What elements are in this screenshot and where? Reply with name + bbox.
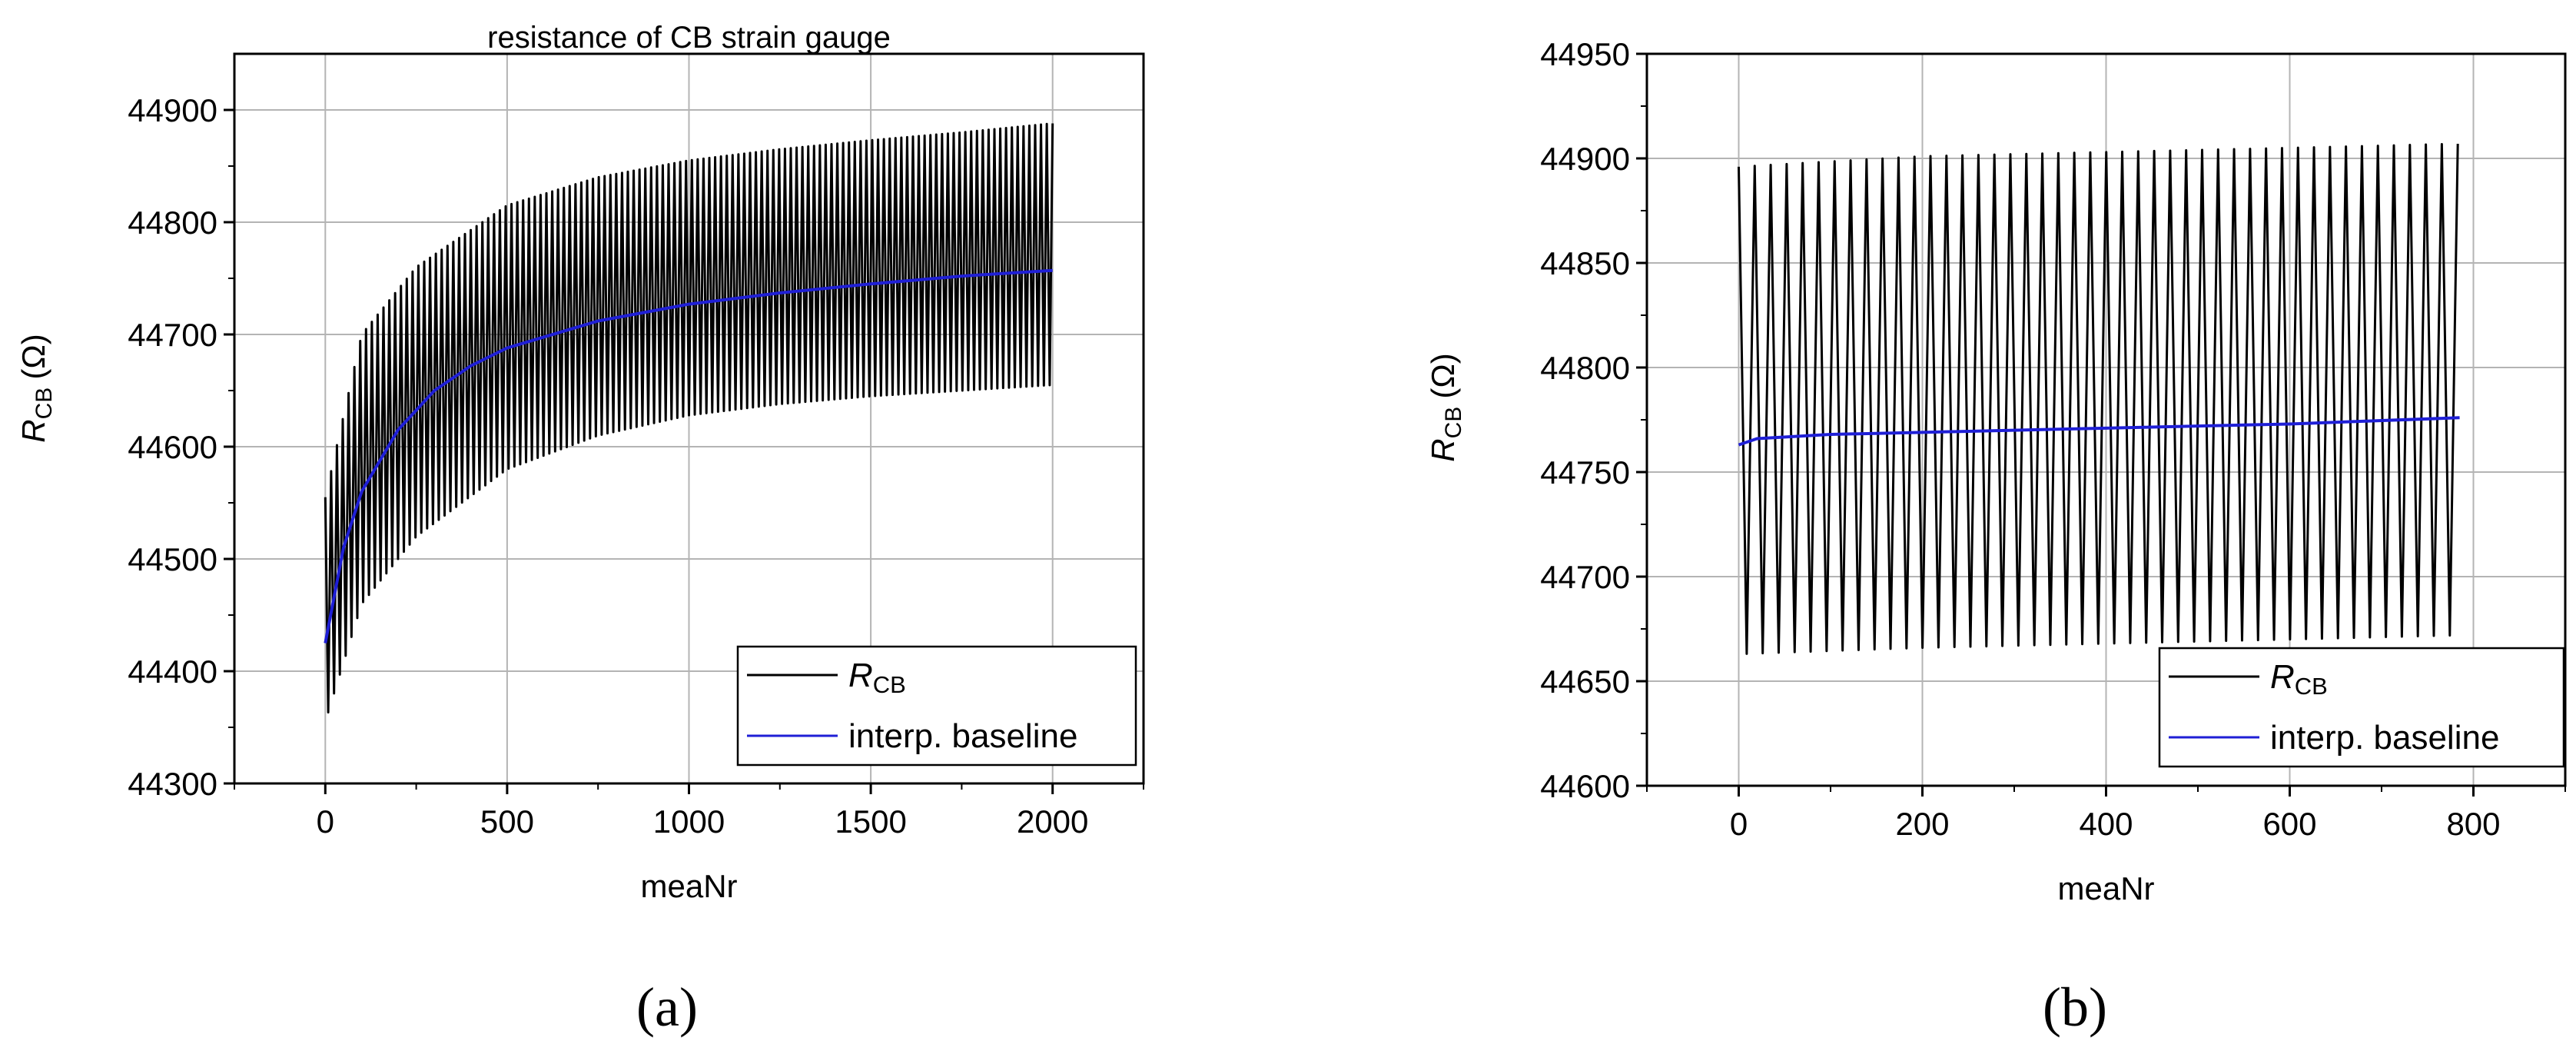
chart-a-legend-rcb-main: R (848, 657, 873, 694)
chart-a-legend-box (736, 645, 1137, 767)
chart-b-legend-label-baseline: interp. baseline (2270, 719, 2499, 757)
b-series-rcb-line (1738, 143, 2459, 655)
a-y-tick-label: 44400 (128, 654, 217, 690)
chart-a-y-axis-label-sub: CB (32, 387, 57, 420)
chart-b-x-axis-label: meaNr (2057, 870, 2154, 906)
b-y-tick-label: 44850 (1540, 245, 1630, 281)
b-y-tick-label: 44700 (1540, 559, 1630, 595)
chart-b-y-axis-label-sub: CB (1441, 407, 1466, 439)
chart-b-panel-label: (b) (2043, 976, 2107, 1038)
chart-a-y-axis-label-unit: (Ω) (15, 334, 51, 379)
b-y-tick-label: 44950 (1540, 36, 1630, 72)
chart-a-y-axis-label-main: R (15, 419, 51, 442)
chart-a-y-axis-label: RCB (Ω) (15, 334, 57, 442)
chart-a-title: resistance of CB strain gauge (487, 21, 891, 55)
chart-b: 0 200 400 600 800 44600 44650 44700 44750 44800 44… (1425, 36, 2567, 1038)
chart-b-y-axis-label-main: R (1425, 438, 1461, 461)
chart-a-ticks: 0 500 1000 1500 2000 44300 44400 44500 44600 4470… (128, 92, 1144, 840)
chart-b-legend-label-rcb: RCB (2270, 658, 2328, 700)
b-x-tick-label: 800 (2446, 806, 2500, 842)
b-y-tick-label: 44650 (1540, 664, 1630, 700)
chart-b-legend-box (2158, 647, 2565, 768)
a-y-tick-label: 44900 (128, 92, 217, 128)
chart-b-y-axis-label: RCB (Ω) (1425, 353, 1466, 461)
b-x-tick-label: 600 (2262, 806, 2316, 842)
a-series-rcb-line (324, 122, 1054, 713)
chart-a-series (324, 122, 1054, 713)
chart-a: 0 500 1000 1500 2000 44300 44400 44500 44600 4470… (15, 21, 1145, 1038)
a-x-tick-label: 1500 (835, 803, 906, 840)
a-x-tick-label: 500 (480, 803, 534, 840)
a-x-tick-label: 2000 (1017, 803, 1088, 840)
chart-a-x-axis-label: meaNr (640, 868, 737, 904)
b-y-tick-label: 44900 (1540, 141, 1630, 177)
chart-b-y-axis-label-unit: (Ω) (1425, 353, 1461, 398)
chart-a-legend-label-baseline: interp. baseline (848, 717, 1077, 755)
chart-a-legend-rcb-sub: CB (873, 671, 906, 698)
a-y-tick-label: 44600 (128, 429, 217, 465)
chart-b-ticks: 0 200 400 600 800 44600 44650 44700 44750 44800 44… (1540, 36, 2566, 842)
a-series-baseline-line (324, 268, 1053, 644)
a-y-tick-label: 44700 (128, 317, 217, 353)
a-x-tick-label: 1000 (653, 803, 725, 840)
b-x-tick-label: 0 (1730, 806, 1748, 842)
chart-a-legend: RCB interp. baseline (736, 645, 1137, 767)
b-series-baseline-line (1738, 416, 2460, 447)
chart-b-legend-rcb-main: R (2270, 658, 2295, 696)
chart-a-legend-label-rcb: RCB (848, 657, 906, 698)
b-y-tick-label: 44600 (1540, 768, 1630, 804)
b-y-tick-label: 44800 (1540, 350, 1630, 386)
a-y-tick-label: 44800 (128, 205, 217, 241)
chart-b-series (1738, 143, 2460, 655)
chart-b-legend-rcb-sub: CB (2295, 673, 2328, 700)
b-y-tick-label: 44750 (1540, 454, 1630, 491)
a-x-tick-label: 0 (317, 803, 334, 840)
chart-b-legend: RCB interp. baseline (2158, 647, 2565, 768)
b-x-tick-label: 200 (1895, 806, 1949, 842)
b-x-tick-label: 400 (2079, 806, 2133, 842)
a-y-tick-label: 44500 (128, 541, 217, 577)
a-y-tick-label: 44300 (128, 766, 217, 802)
chart-a-panel-label: (a) (636, 976, 698, 1038)
